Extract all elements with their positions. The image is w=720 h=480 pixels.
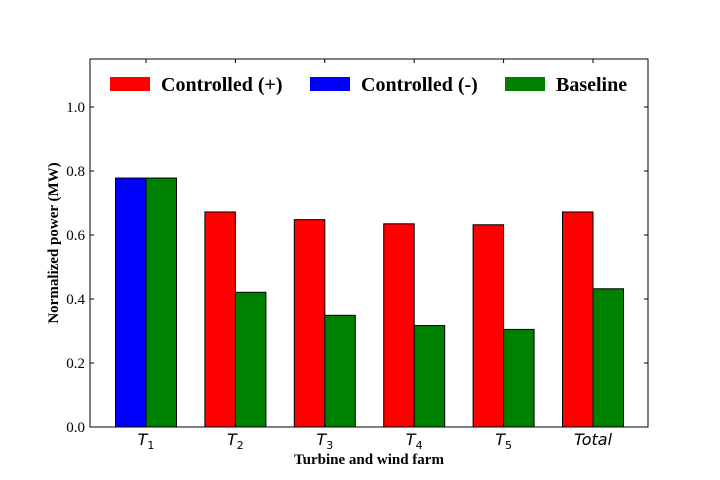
x-tick-label: T1 [138, 430, 155, 452]
bar-controlled-plus [562, 211, 594, 428]
y-tick-label: 0.0 [66, 420, 85, 436]
x-tick-label: T2 [227, 430, 244, 452]
bar-controlled-minus [115, 177, 147, 428]
legend-item-controlled-plus: Controlled (+) [110, 74, 283, 96]
bar-baseline [234, 291, 267, 428]
y-tick-label: 0.2 [66, 356, 85, 372]
legend: Controlled (+) Controlled (-) Baseline [110, 74, 627, 96]
legend-item-controlled-minus: Controlled (-) [310, 74, 478, 96]
bars-layer [115, 177, 624, 428]
y-tick-label: 0.4 [66, 292, 85, 308]
bar-controlled-plus [293, 219, 326, 428]
x-tick-label: T3 [316, 430, 333, 452]
y-tick-label: 0.6 [66, 228, 85, 244]
bar-baseline [592, 288, 624, 428]
bar-controlled-plus [472, 224, 505, 428]
bar-baseline [413, 325, 446, 428]
y-tick-label: 1.0 [66, 100, 85, 116]
x-axis: T1 T2 T3 T4 T5 Total [138, 59, 613, 452]
legend-label: Controlled (+) [161, 74, 283, 96]
plot-frame [89, 58, 649, 428]
x-tick-label: T5 [495, 430, 512, 452]
bar-baseline [503, 328, 535, 428]
bar-baseline [145, 177, 177, 428]
legend-label: Baseline [556, 74, 627, 96]
x-tick-label: Total [574, 430, 613, 449]
y-tick-label: 0.8 [66, 164, 85, 180]
legend-swatch [310, 77, 350, 91]
x-tick-label: T4 [406, 430, 423, 452]
y-axis-title: Normalized power (MW) [46, 162, 62, 323]
bar-baseline [324, 314, 356, 428]
bar-controlled-plus [204, 211, 236, 428]
legend-label: Controlled (-) [361, 74, 478, 96]
legend-swatch [505, 77, 545, 91]
bar-controlled-plus [383, 223, 415, 428]
y-axis: 0.0 0.2 0.4 0.6 0.8 1.0 [66, 100, 648, 436]
legend-swatch [110, 77, 150, 91]
x-axis-title: Turbine and wind farm [294, 452, 444, 468]
legend-item-baseline: Baseline [505, 74, 627, 96]
